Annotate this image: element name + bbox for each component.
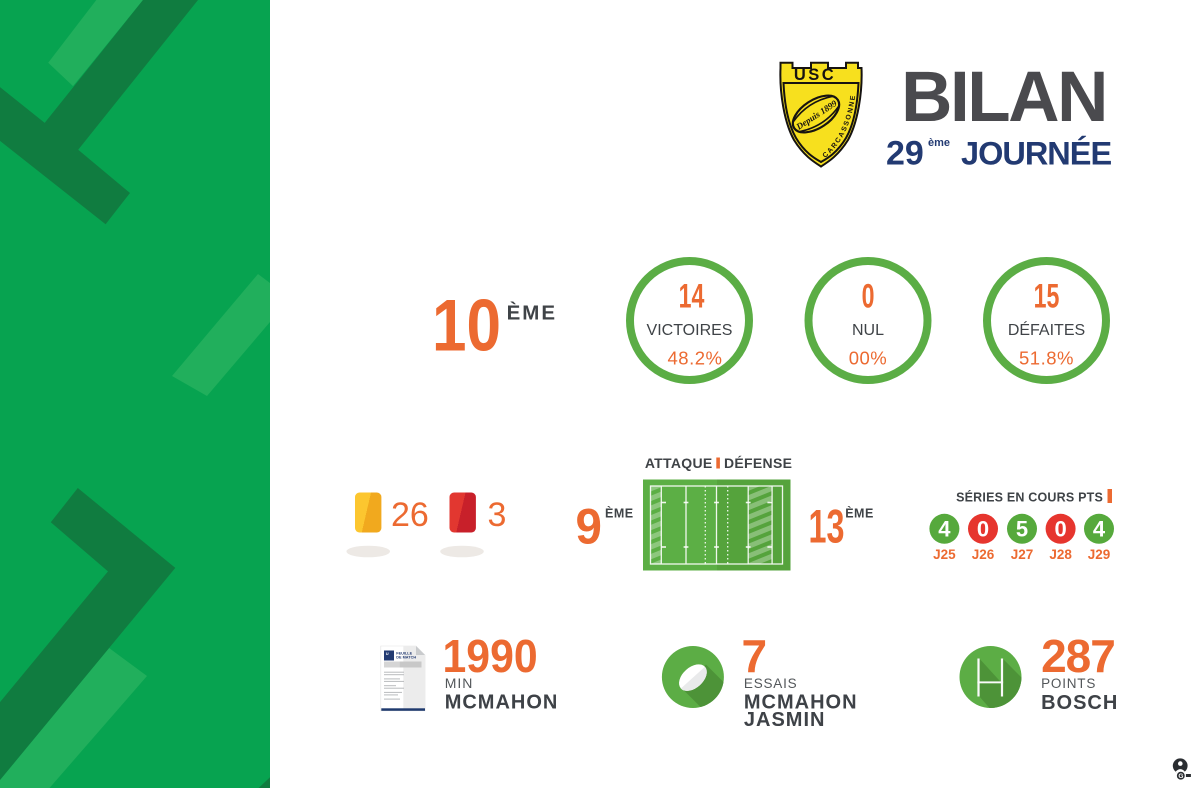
svg-text:SÉRIES EN COURS PTS: SÉRIES EN COURS PTS <box>956 490 1103 505</box>
svg-text:3: 3 <box>488 496 507 534</box>
svg-text:ÈME: ÈME <box>845 506 874 521</box>
svg-text:MCMAHON: MCMAHON <box>744 692 858 714</box>
svg-text:J26: J26 <box>972 547 995 562</box>
svg-text:FEUILLE: FEUILLE <box>396 652 412 656</box>
svg-text:ème: ème <box>928 137 950 149</box>
svg-text:0: 0 <box>977 517 989 542</box>
svg-text:G: G <box>1178 773 1183 780</box>
svg-text:1990: 1990 <box>443 632 538 683</box>
svg-text:287: 287 <box>1041 630 1115 682</box>
svg-text:JASMIN: JASMIN <box>744 709 826 731</box>
svg-text:DÉFAITES: DÉFAITES <box>1008 320 1085 339</box>
svg-text:15: 15 <box>1034 278 1060 315</box>
svg-text:NUL: NUL <box>852 322 884 339</box>
svg-text:4: 4 <box>1093 517 1106 542</box>
svg-text:10: 10 <box>432 286 501 367</box>
svg-text:POINTS: POINTS <box>1041 676 1096 691</box>
svg-text:MIN: MIN <box>445 675 474 691</box>
svg-text:0: 0 <box>1054 517 1066 542</box>
svg-text:BILAN: BILAN <box>901 58 1106 137</box>
svg-text:J29: J29 <box>1088 547 1111 562</box>
svg-text:00%: 00% <box>849 348 888 369</box>
svg-text:ÈME: ÈME <box>605 506 634 521</box>
svg-text:ESSAIS: ESSAIS <box>744 676 798 691</box>
svg-text:29: 29 <box>886 135 924 173</box>
svg-text:J25: J25 <box>933 547 956 562</box>
svg-text:0: 0 <box>862 278 875 315</box>
svg-text:VICTOIRES: VICTOIRES <box>647 322 733 339</box>
svg-text:13: 13 <box>809 499 845 553</box>
svg-text:51.8%: 51.8% <box>1019 348 1074 369</box>
svg-text:ATTAQUE: ATTAQUE <box>645 455 713 471</box>
svg-text:J27: J27 <box>1011 547 1034 562</box>
svg-text:J28: J28 <box>1049 547 1072 562</box>
svg-text:4: 4 <box>938 517 951 542</box>
svg-text:U: U <box>386 651 389 656</box>
svg-text:DE MATCH: DE MATCH <box>396 656 416 660</box>
svg-text:48.2%: 48.2% <box>668 348 723 369</box>
svg-text:9: 9 <box>576 499 602 554</box>
svg-text:BOSCH: BOSCH <box>1041 692 1118 714</box>
svg-text:MCMAHON: MCMAHON <box>445 692 559 714</box>
svg-text:26: 26 <box>391 496 429 534</box>
svg-text:USC: USC <box>794 66 836 84</box>
svg-text:14: 14 <box>679 278 705 315</box>
svg-text:DÉFENSE: DÉFENSE <box>724 455 792 471</box>
svg-text:7: 7 <box>742 630 768 682</box>
svg-text:ÈME: ÈME <box>507 302 557 325</box>
svg-text:5: 5 <box>1016 517 1028 542</box>
svg-text:JOURNÉE: JOURNÉE <box>961 135 1111 172</box>
